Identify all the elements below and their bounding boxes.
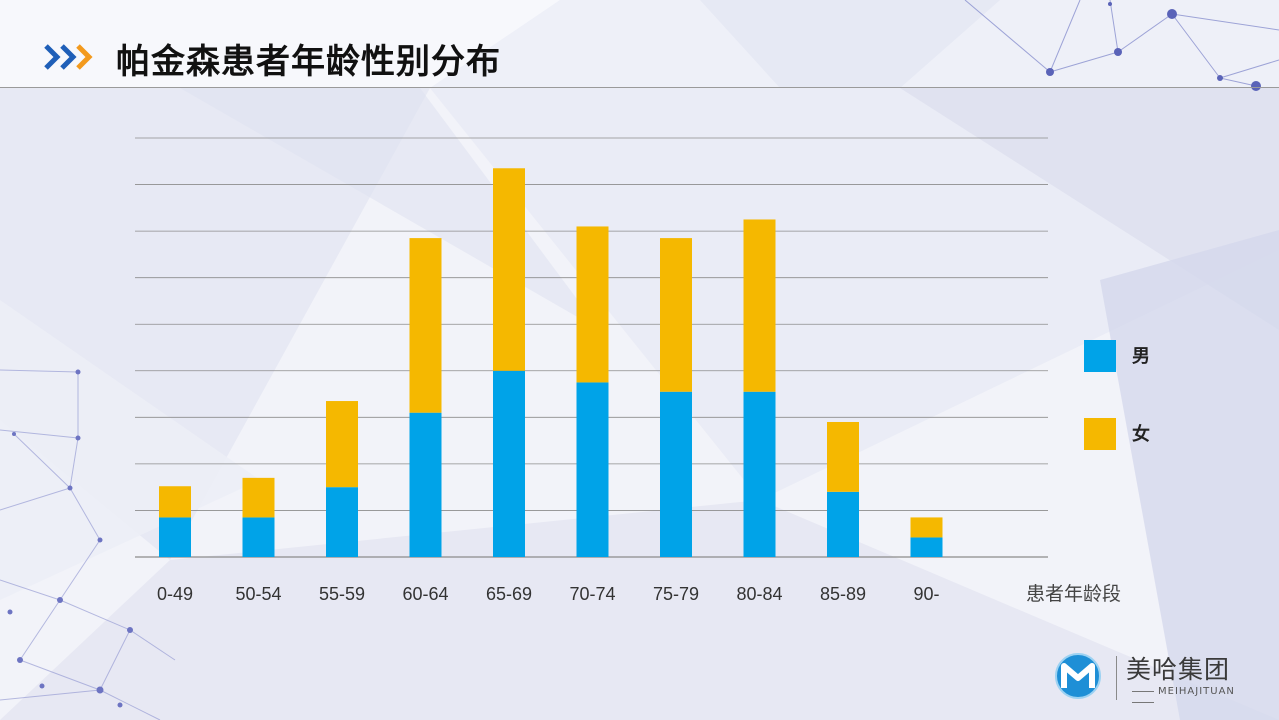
legend-label-female: 女 [1132,424,1150,445]
x-tick-label: 90- [913,584,939,604]
x-tick-label: 55-59 [319,584,365,604]
logo-divider [1116,656,1117,700]
header-divider [0,87,1279,88]
x-tick-label: 0-49 [157,584,193,604]
x-tick-label: 70-74 [569,584,615,604]
bar-male [159,517,191,557]
x-tick-label: 60-64 [402,584,448,604]
chart-legend: 男 女 [1084,340,1204,470]
x-tick-label: 80-84 [736,584,782,604]
bar-female [910,517,943,538]
bar-female [409,238,442,413]
logo-m-icon [1055,653,1101,699]
bar-male [910,537,943,557]
bar-male [326,487,358,557]
legend-item-female: 女 [1084,418,1194,450]
x-tick-label: 65-69 [486,584,532,604]
page-title: 帕金森患者年龄性别分布 [116,42,501,82]
legend-swatch-male [1084,340,1116,372]
bar-male [242,517,275,557]
bar-male [493,370,525,557]
company-logo: 美哈集团 MEIHAJITUAN [1052,648,1262,708]
x-tick-label: 75-79 [653,584,699,604]
bar-female [827,421,859,492]
x-tick-label: 50-54 [235,584,281,604]
bar-female [493,168,525,371]
logo-name: 美哈集团 [1126,655,1231,684]
x-tick-label: 85-89 [820,584,866,604]
triple-chevron-icon [44,44,93,70]
bar-male [409,412,442,557]
bar-male [827,491,859,557]
bar-male [660,391,692,557]
legend-label-male: 男 [1132,346,1150,367]
bar-male [743,391,776,557]
bar-female [743,219,776,392]
x-axis-label: 患者年龄段 [1026,583,1121,605]
bar-female [326,401,358,488]
bar-female [660,238,692,392]
bar-female [159,486,191,518]
bar-female [242,477,275,518]
bar-male [576,382,609,557]
legend-swatch-female [1084,418,1116,450]
slide-header: 帕金森患者年龄性别分布 [0,0,1279,88]
bar-female [576,226,609,383]
logo-subtitle: MEIHAJITUAN [1128,686,1262,708]
legend-item-male: 男 [1084,340,1194,372]
